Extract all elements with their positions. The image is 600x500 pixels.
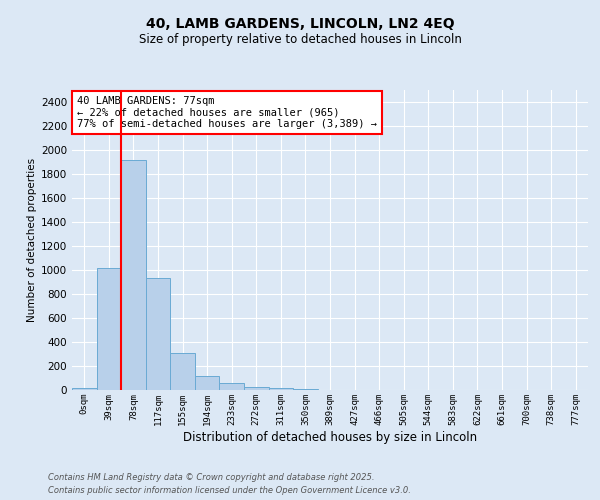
Bar — [72, 388, 97, 390]
X-axis label: Distribution of detached houses by size in Lincoln: Distribution of detached houses by size … — [183, 430, 477, 444]
Bar — [269, 388, 293, 390]
Bar — [97, 268, 121, 390]
Bar — [220, 384, 244, 390]
Bar — [195, 376, 220, 390]
Bar — [121, 160, 146, 390]
Y-axis label: Number of detached properties: Number of detached properties — [27, 158, 37, 322]
Text: Contains HM Land Registry data © Crown copyright and database right 2025.: Contains HM Land Registry data © Crown c… — [48, 474, 374, 482]
Text: 40 LAMB GARDENS: 77sqm
← 22% of detached houses are smaller (965)
77% of semi-de: 40 LAMB GARDENS: 77sqm ← 22% of detached… — [77, 96, 377, 129]
Bar — [244, 387, 269, 390]
Text: Contains public sector information licensed under the Open Government Licence v3: Contains public sector information licen… — [48, 486, 411, 495]
Text: Size of property relative to detached houses in Lincoln: Size of property relative to detached ho… — [139, 32, 461, 46]
Bar — [146, 278, 170, 390]
Bar — [170, 353, 195, 390]
Text: 40, LAMB GARDENS, LINCOLN, LN2 4EQ: 40, LAMB GARDENS, LINCOLN, LN2 4EQ — [146, 18, 454, 32]
